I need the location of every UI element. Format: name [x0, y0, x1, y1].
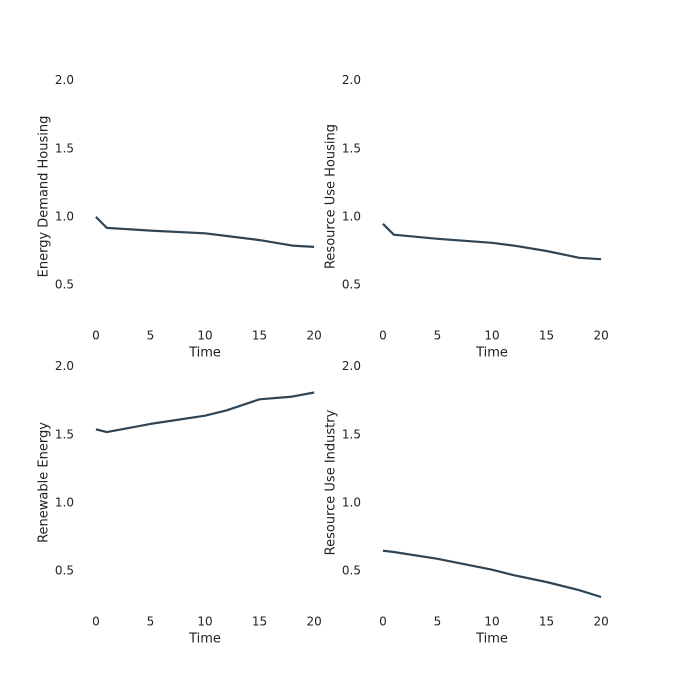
data-line	[382, 549, 602, 599]
y-tick-label: 0.5	[342, 278, 361, 292]
x-tick-label: 5	[434, 615, 442, 629]
x-tick-label: 15	[252, 329, 267, 343]
y-axis-label: Resource Use Housing	[324, 124, 339, 269]
y-tick-label: 2.0	[342, 359, 361, 373]
data-line	[382, 223, 602, 261]
x-tick-label: 10	[484, 329, 499, 343]
y-tick-label: 0.5	[55, 564, 74, 578]
x-tick-label: 15	[539, 329, 554, 343]
y-tick-label: 1.5	[55, 141, 74, 155]
x-tick-label: 15	[539, 615, 554, 629]
x-axis-label: Time	[475, 632, 508, 647]
y-tick-label: 1.0	[55, 209, 74, 223]
y-tick-label: 2.0	[55, 73, 74, 87]
x-tick-label: 20	[306, 615, 321, 629]
x-tick-label: 5	[434, 329, 442, 343]
x-tick-label: 20	[593, 615, 608, 629]
y-tick-label: 2.0	[342, 73, 361, 87]
y-tick-label: 0.5	[55, 278, 74, 292]
x-tick-label: 10	[197, 329, 212, 343]
y-axis-label: Renewable Energy	[37, 422, 52, 543]
data-line	[95, 391, 315, 434]
x-tick-label: 0	[379, 329, 387, 343]
x-tick-label: 0	[92, 615, 100, 629]
x-axis-label: Time	[475, 346, 508, 361]
y-axis-label: Energy Demand Housing	[37, 116, 52, 278]
y-tick-label: 1.5	[342, 141, 361, 155]
y-tick-label: 1.5	[342, 427, 361, 441]
x-tick-label: 20	[306, 329, 321, 343]
x-tick-label: 10	[484, 615, 499, 629]
y-axis-label: Resource Use Industry	[324, 409, 339, 555]
x-axis-label: Time	[188, 346, 221, 361]
x-tick-label: 5	[147, 329, 155, 343]
y-tick-label: 1.5	[55, 427, 74, 441]
y-tick-label: 2.0	[55, 359, 74, 373]
x-axis-label: Time	[188, 632, 221, 647]
y-tick-label: 0.5	[342, 564, 361, 578]
y-tick-label: 1.0	[55, 495, 74, 509]
x-tick-label: 20	[593, 329, 608, 343]
x-tick-label: 10	[197, 615, 212, 629]
data-line	[95, 216, 315, 248]
x-tick-label: 5	[147, 615, 155, 629]
x-tick-label: 0	[379, 615, 387, 629]
y-tick-label: 1.0	[342, 495, 361, 509]
y-tick-label: 1.0	[342, 209, 361, 223]
x-tick-label: 0	[92, 329, 100, 343]
x-tick-label: 15	[252, 615, 267, 629]
